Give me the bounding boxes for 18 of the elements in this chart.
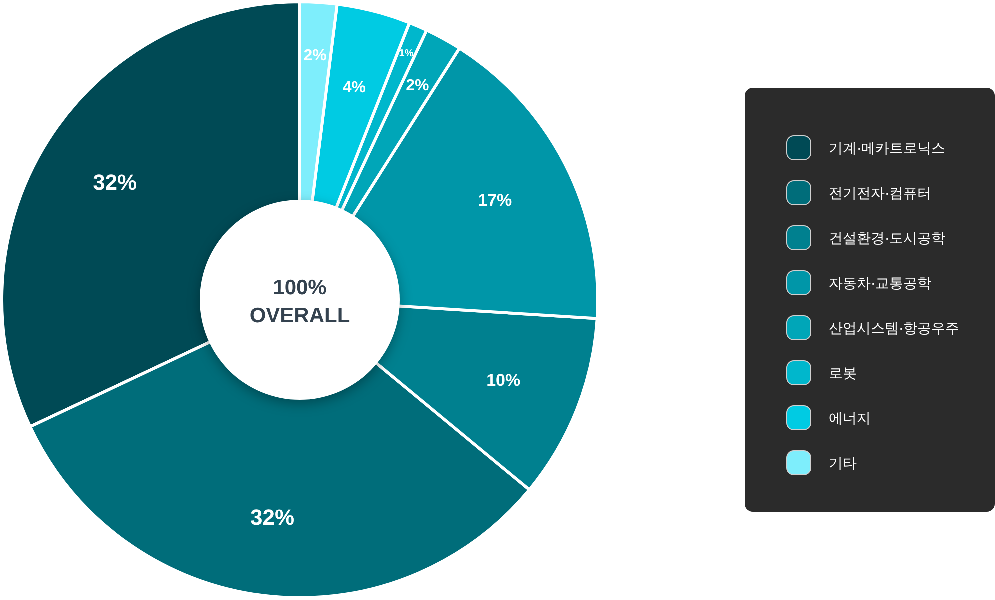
data-label: 2% bbox=[406, 77, 430, 94]
legend-label: 건설환경·도시공학 bbox=[829, 230, 946, 246]
legend-label: 전기전자·컴퓨터 bbox=[829, 185, 932, 201]
data-label: 32% bbox=[250, 504, 295, 530]
legend-label: 에너지 bbox=[829, 410, 871, 426]
text: 100% bbox=[273, 276, 328, 300]
text: OVERALL bbox=[250, 304, 350, 328]
legend-label: 산업시스템·항공우주 bbox=[829, 320, 960, 336]
legend-label: 기계·메카트로닉스 bbox=[829, 140, 946, 156]
data-label: 2% bbox=[304, 48, 327, 65]
legend-label: 기타 bbox=[829, 455, 857, 471]
data-label: 10% bbox=[486, 371, 521, 390]
legend-label: 로봇 bbox=[829, 365, 857, 381]
data-label: 1% bbox=[399, 48, 414, 60]
data-label: 4% bbox=[342, 79, 366, 96]
data-label: 17% bbox=[478, 191, 512, 210]
legend-label: 자동차·교통공학 bbox=[829, 275, 932, 291]
data-label: 32% bbox=[93, 170, 138, 196]
